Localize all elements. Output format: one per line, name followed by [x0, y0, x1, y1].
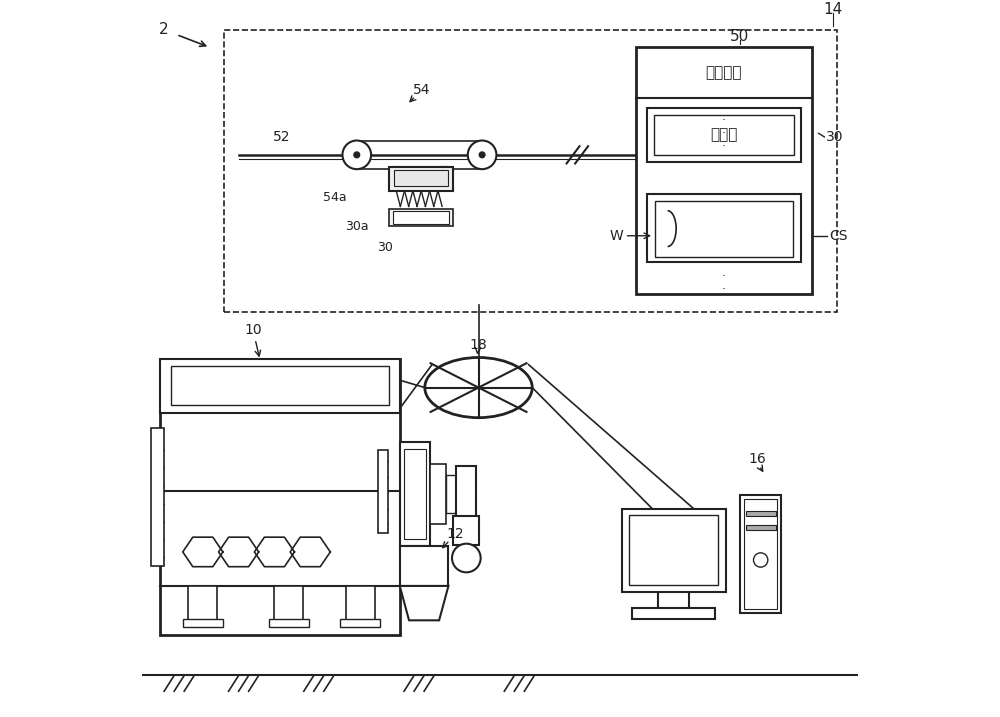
Bar: [430, 464, 446, 524]
Bar: [393, 212, 449, 224]
Text: 30: 30: [826, 130, 843, 144]
Text: 18: 18: [470, 338, 487, 351]
Text: 50: 50: [730, 29, 750, 44]
Text: CS: CS: [829, 229, 848, 243]
Bar: [394, 170, 448, 186]
Bar: [160, 359, 400, 413]
Text: 12: 12: [447, 528, 464, 541]
Text: 14: 14: [823, 2, 843, 17]
Circle shape: [479, 152, 485, 158]
Circle shape: [754, 553, 768, 567]
Bar: [400, 546, 448, 586]
Bar: [389, 167, 453, 191]
Bar: [404, 449, 426, 539]
Text: 10: 10: [244, 323, 262, 337]
Bar: [647, 194, 801, 262]
Bar: [746, 525, 776, 531]
Text: 52: 52: [273, 130, 290, 144]
Bar: [622, 509, 726, 592]
Circle shape: [342, 141, 371, 169]
Polygon shape: [400, 586, 448, 620]
Bar: [636, 47, 812, 295]
Bar: [378, 450, 388, 533]
Circle shape: [354, 152, 360, 158]
Text: W: W: [609, 229, 623, 243]
Text: ·
·
·: · · ·: [722, 114, 726, 153]
Bar: [744, 499, 777, 609]
Bar: [629, 515, 718, 584]
Text: 2: 2: [159, 22, 168, 37]
Circle shape: [452, 543, 481, 572]
Bar: [346, 586, 375, 620]
Text: 保管场所: 保管场所: [706, 65, 742, 80]
Text: 54: 54: [412, 83, 430, 98]
Bar: [171, 366, 389, 406]
Bar: [188, 586, 217, 620]
Text: 16: 16: [749, 452, 767, 466]
Bar: [269, 619, 309, 627]
Text: 30a: 30a: [345, 220, 369, 233]
Bar: [160, 359, 400, 635]
Circle shape: [468, 141, 496, 169]
Text: 30: 30: [377, 242, 393, 255]
Bar: [632, 608, 715, 619]
Bar: [746, 511, 776, 516]
Bar: [647, 108, 801, 162]
Bar: [740, 495, 781, 613]
Bar: [655, 201, 793, 257]
Bar: [274, 586, 303, 620]
Bar: [389, 209, 453, 227]
Text: ·
·
·: · · ·: [722, 257, 726, 296]
Bar: [453, 516, 479, 545]
Bar: [446, 475, 460, 513]
Bar: [400, 442, 430, 546]
Text: 54a: 54a: [323, 191, 347, 204]
Bar: [654, 115, 794, 155]
Bar: [224, 29, 837, 313]
Bar: [456, 466, 476, 520]
Bar: [151, 428, 164, 566]
Bar: [340, 619, 380, 627]
Text: 探针卡: 探针卡: [710, 128, 737, 143]
Bar: [183, 619, 223, 627]
